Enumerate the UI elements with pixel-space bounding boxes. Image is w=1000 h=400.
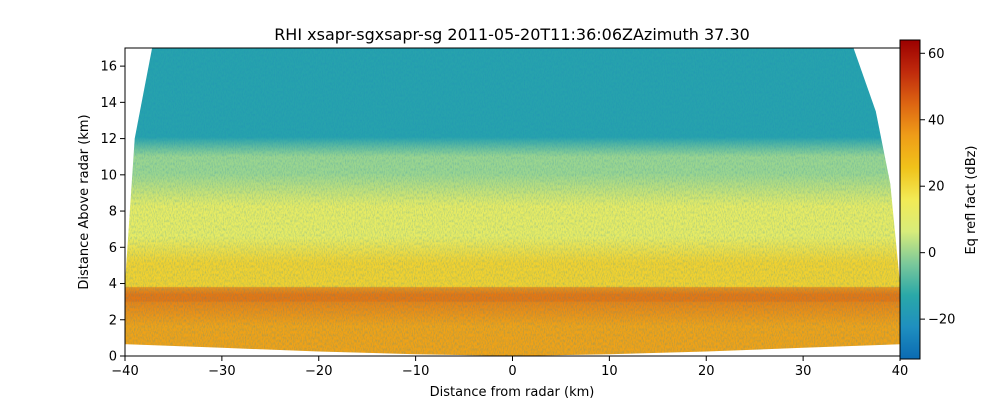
colorbar-tick-label: 20 bbox=[928, 180, 945, 195]
y-tick-label: 14 bbox=[100, 96, 117, 111]
colorbar-gradient bbox=[899, 39, 921, 360]
y-tick-label: 8 bbox=[109, 205, 117, 220]
x-tick-label: 40 bbox=[892, 364, 909, 379]
x-tick-label: 30 bbox=[795, 364, 812, 379]
x-tick-label: −20 bbox=[305, 364, 332, 379]
y-axis: 0 2 4 6 8 10 12 14 16 bbox=[100, 60, 125, 365]
y-axis-label: Distance Above radar (km) bbox=[77, 114, 92, 289]
colorbar: −20 0 20 40 60 bbox=[899, 39, 955, 360]
colorbar-tick-label: 0 bbox=[928, 246, 936, 261]
x-tick-label: 20 bbox=[698, 364, 715, 379]
y-tick-label: 4 bbox=[109, 277, 117, 292]
x-tick-label: 10 bbox=[601, 364, 618, 379]
x-tick-label: 0 bbox=[508, 364, 516, 379]
chart-title: RHI xsapr-sgxsapr-sg 2011-05-20T11:36:06… bbox=[274, 25, 750, 44]
x-axis: −40 −30 −20 −10 0 10 20 30 40 bbox=[111, 356, 908, 379]
y-tick-label: 10 bbox=[100, 168, 117, 183]
y-tick-label: 16 bbox=[100, 60, 117, 75]
colorbar-ticks: −20 0 20 40 60 bbox=[920, 47, 955, 328]
noise-speckle bbox=[125, 48, 900, 356]
x-tick-label: −40 bbox=[111, 364, 138, 379]
x-tick-label: −30 bbox=[208, 364, 235, 379]
y-tick-label: 6 bbox=[109, 241, 117, 256]
plot-area bbox=[125, 48, 900, 356]
colorbar-tick-label: −20 bbox=[928, 313, 955, 328]
colorbar-tick-label: 40 bbox=[928, 113, 945, 128]
y-tick-label: 12 bbox=[100, 132, 117, 147]
y-tick-label: 2 bbox=[109, 313, 117, 328]
colorbar-tick-label: 60 bbox=[928, 47, 945, 62]
y-tick-label: 0 bbox=[109, 350, 117, 365]
colorbar-label: Eq refl fact (dBz) bbox=[964, 145, 979, 254]
x-tick-label: −10 bbox=[402, 364, 429, 379]
x-axis-label: Distance from radar (km) bbox=[430, 385, 595, 400]
reflectivity-field bbox=[125, 48, 900, 356]
